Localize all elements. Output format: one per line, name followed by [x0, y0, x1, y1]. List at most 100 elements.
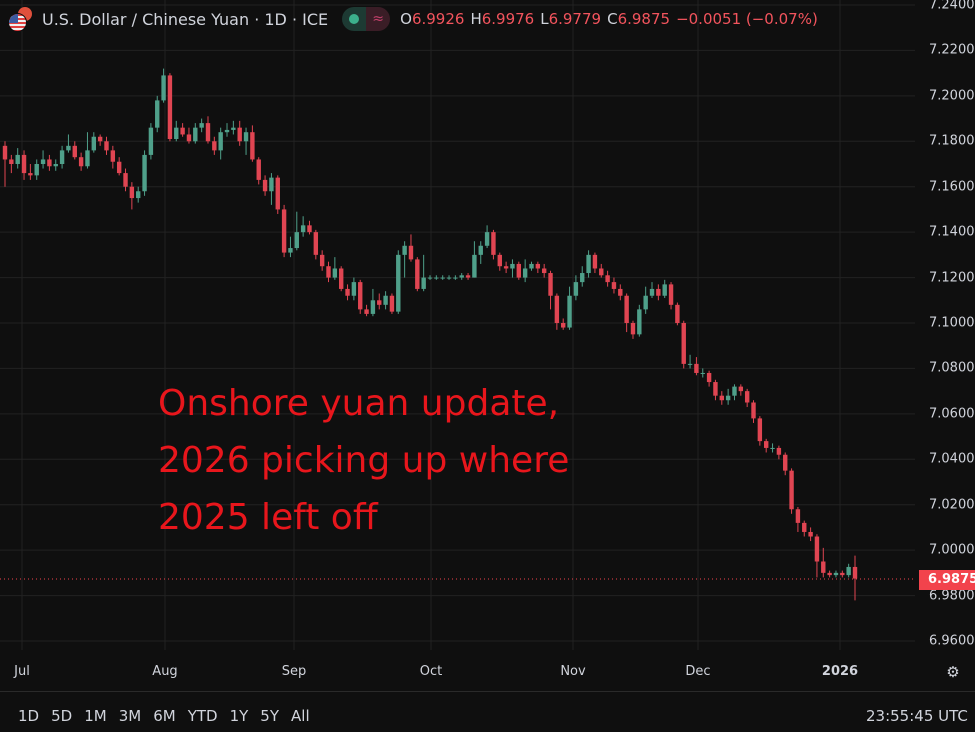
utc-clock[interactable]: 23:55:45 UTC: [866, 707, 968, 725]
candle: [656, 284, 661, 301]
candle-body: [497, 254, 502, 267]
candle: [833, 570, 839, 578]
candle: [719, 391, 724, 405]
candle: [383, 291, 388, 310]
candle-body: [47, 159, 52, 167]
candle-body: [237, 127, 242, 142]
candle-body: [732, 386, 737, 396]
candle: [561, 318, 566, 330]
candle: [364, 304, 369, 317]
candle-body: [78, 157, 84, 167]
candle: [358, 279, 363, 314]
candle: [97, 134, 103, 146]
candle-body: [510, 263, 515, 269]
y-tick-label: 7.0400: [929, 451, 975, 467]
candle-body: [643, 295, 648, 310]
candle-body: [484, 232, 490, 246]
candle-body: [808, 531, 813, 537]
candle: [776, 445, 782, 460]
candle: [757, 416, 763, 446]
open-value: 6.9926: [411, 10, 465, 28]
y-tick-label: 7.1200: [929, 270, 975, 286]
candle-body: [21, 154, 27, 174]
candle-body: [262, 179, 268, 192]
candle: [116, 157, 122, 176]
candle-body: [453, 277, 458, 279]
candle: [611, 277, 617, 294]
range-1m[interactable]: 1M: [84, 707, 107, 725]
price-chart[interactable]: [0, 0, 915, 692]
symbol-title[interactable]: U.S. Dollar / Chinese Yuan · 1D · ICE: [42, 9, 329, 29]
candle-body: [548, 273, 553, 296]
axis-settings-icon[interactable]: ⚙: [946, 663, 960, 681]
candle: [510, 259, 515, 278]
range-5y[interactable]: 5Y: [260, 707, 280, 725]
range-all[interactable]: All: [291, 707, 310, 725]
candle: [281, 204, 287, 258]
approx-icon[interactable]: ≈: [366, 7, 391, 31]
range-5d[interactable]: 5D: [51, 707, 73, 725]
candle: [186, 127, 192, 144]
market-open-dot-icon[interactable]: [342, 7, 367, 31]
candle: [725, 388, 731, 405]
candle-body: [256, 159, 261, 180]
candle-body: [396, 254, 401, 312]
candle: [668, 282, 674, 310]
candle: [148, 123, 154, 160]
candle: [370, 288, 376, 317]
candle-body: [2, 145, 8, 160]
range-3m[interactable]: 3M: [118, 707, 142, 725]
candle: [649, 282, 655, 299]
candle: [237, 120, 242, 146]
candle-body: [15, 154, 20, 164]
y-tick-label: 7.0000: [929, 542, 975, 558]
candle-body: [186, 134, 192, 142]
candle-body: [110, 150, 116, 162]
candle: [440, 275, 445, 280]
candle: [218, 127, 223, 160]
candle-body: [281, 209, 287, 253]
candle: [852, 555, 858, 601]
candle: [643, 286, 648, 314]
candle-body: [599, 268, 604, 276]
candle: [592, 252, 598, 274]
candle-body: [554, 295, 560, 323]
low-value: 6.9779: [548, 10, 602, 28]
status-pills[interactable]: ≈: [342, 7, 391, 31]
candle: [694, 357, 699, 376]
candle: [262, 175, 268, 196]
candle-body: [763, 441, 769, 448]
range-6m[interactable]: 6M: [153, 707, 176, 725]
range-1d[interactable]: 1D: [18, 707, 40, 725]
candle-body: [85, 150, 90, 167]
candle: [465, 273, 471, 280]
candle-body: [408, 245, 414, 260]
candle-body: [231, 127, 236, 130]
candle-body: [97, 136, 103, 142]
y-tick-label: 7.2400: [929, 0, 975, 13]
candle-body: [567, 295, 572, 328]
candle-body: [840, 572, 845, 576]
candle-body: [668, 284, 674, 305]
candle: [85, 132, 90, 169]
y-tick-label: 7.1000: [929, 315, 975, 331]
candle: [415, 257, 420, 292]
candle-body: [142, 154, 147, 192]
range-1y[interactable]: 1Y: [229, 707, 249, 725]
candle: [300, 216, 306, 237]
range-ytd[interactable]: YTD: [187, 707, 218, 725]
candle: [821, 547, 826, 578]
candle-body: [377, 300, 382, 305]
candle: [516, 261, 522, 280]
candle-body: [611, 282, 617, 289]
candle-body: [852, 566, 858, 579]
candle-body: [383, 295, 388, 305]
candle: [535, 261, 541, 274]
candle: [288, 236, 293, 258]
candle-body: [34, 164, 39, 176]
candle-body: [472, 254, 477, 278]
candle-body: [535, 263, 541, 269]
ohlc-readout: O6.9926 H6.9976 L6.9779 C6.9875: [400, 10, 670, 28]
candle: [53, 159, 58, 171]
candle-body: [713, 382, 718, 396]
